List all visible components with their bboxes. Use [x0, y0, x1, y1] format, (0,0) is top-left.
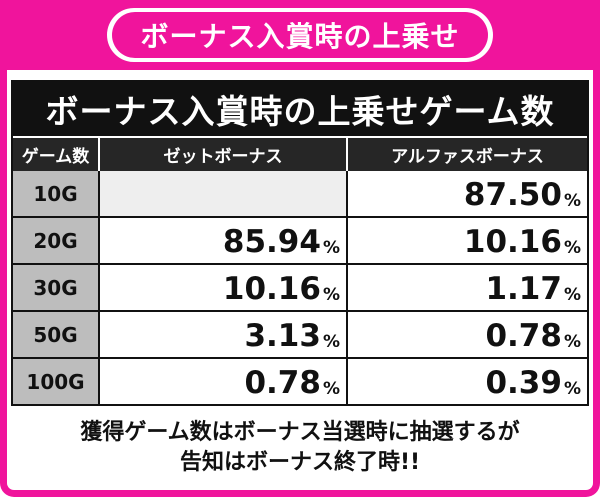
- banner-title: ボーナス入賞時の上乗せ: [112, 12, 488, 58]
- zet-number: 10.16: [222, 271, 321, 307]
- alphas-number: 10.16: [463, 224, 562, 260]
- table-row: 10G 87.50%: [13, 171, 587, 216]
- row-label: 20G: [13, 218, 100, 263]
- footnote: 獲得ゲーム数はボーナス当選時に抽選するが 告知はボーナス終了時!!: [0, 418, 600, 478]
- footnote-line-2: 告知はボーナス終了時!!: [179, 450, 421, 475]
- alphas-number: 1.17: [485, 271, 562, 307]
- header-alphas-bonus: アルファスボーナス: [391, 147, 544, 167]
- percent-sign: %: [322, 332, 340, 352]
- percent-sign: %: [322, 238, 340, 258]
- row-label: 50G: [13, 312, 100, 357]
- table-row: 20G 85.94% 10.16%: [13, 216, 587, 263]
- percent-sign: %: [563, 238, 581, 258]
- table-row: 50G 3.13% 0.78%: [13, 310, 587, 357]
- alphas-value: 87.50%: [348, 171, 587, 216]
- zet-value: 0.78%: [100, 359, 348, 404]
- alphas-value: 1.17%: [348, 265, 587, 310]
- percent-sign: %: [563, 191, 581, 211]
- row-label: 10G: [13, 171, 100, 216]
- zet-value: 3.13%: [100, 312, 348, 357]
- table-title: ボーナス入賞時の上乗せゲーム数: [13, 82, 587, 138]
- bonus-table: ボーナス入賞時の上乗せゲーム数 ゲーム数 ゼットボーナス アルファスボーナス 1…: [11, 80, 589, 406]
- zet-value: 10.16%: [100, 265, 348, 310]
- table-header-row: ゲーム数 ゼットボーナス アルファスボーナス: [13, 138, 587, 171]
- zet-value-empty: [100, 171, 348, 216]
- alphas-number: 87.50: [463, 177, 562, 213]
- alphas-value: 10.16%: [348, 218, 587, 263]
- table-row: 100G 0.78% 0.39%: [13, 357, 587, 404]
- alphas-number: 0.78: [485, 318, 562, 354]
- banner: ボーナス入賞時の上乗せ: [0, 0, 600, 70]
- zet-number: 85.94: [222, 224, 321, 260]
- alphas-value: 0.39%: [348, 359, 587, 404]
- zet-value: 85.94%: [100, 218, 348, 263]
- row-label: 100G: [13, 359, 100, 404]
- alphas-number: 0.39: [485, 365, 562, 401]
- percent-sign: %: [322, 285, 340, 305]
- header-games: ゲーム数: [13, 138, 100, 171]
- percent-sign: %: [563, 285, 581, 305]
- zet-number: 3.13: [244, 318, 321, 354]
- footnote-line-1: 獲得ゲーム数はボーナス当選時に抽選するが: [80, 420, 520, 445]
- row-label: 30G: [13, 265, 100, 310]
- percent-sign: %: [563, 332, 581, 352]
- table-row: 30G 10.16% 1.17%: [13, 263, 587, 310]
- header-zet-bonus: ゼットボーナス: [100, 138, 348, 171]
- zet-number: 0.78: [244, 365, 321, 401]
- alphas-value: 0.78%: [348, 312, 587, 357]
- table-body: 10G 87.50% 20G 85.94% 10.16% 30G 10.16% …: [13, 171, 587, 404]
- percent-sign: %: [563, 379, 581, 399]
- percent-sign: %: [322, 379, 340, 399]
